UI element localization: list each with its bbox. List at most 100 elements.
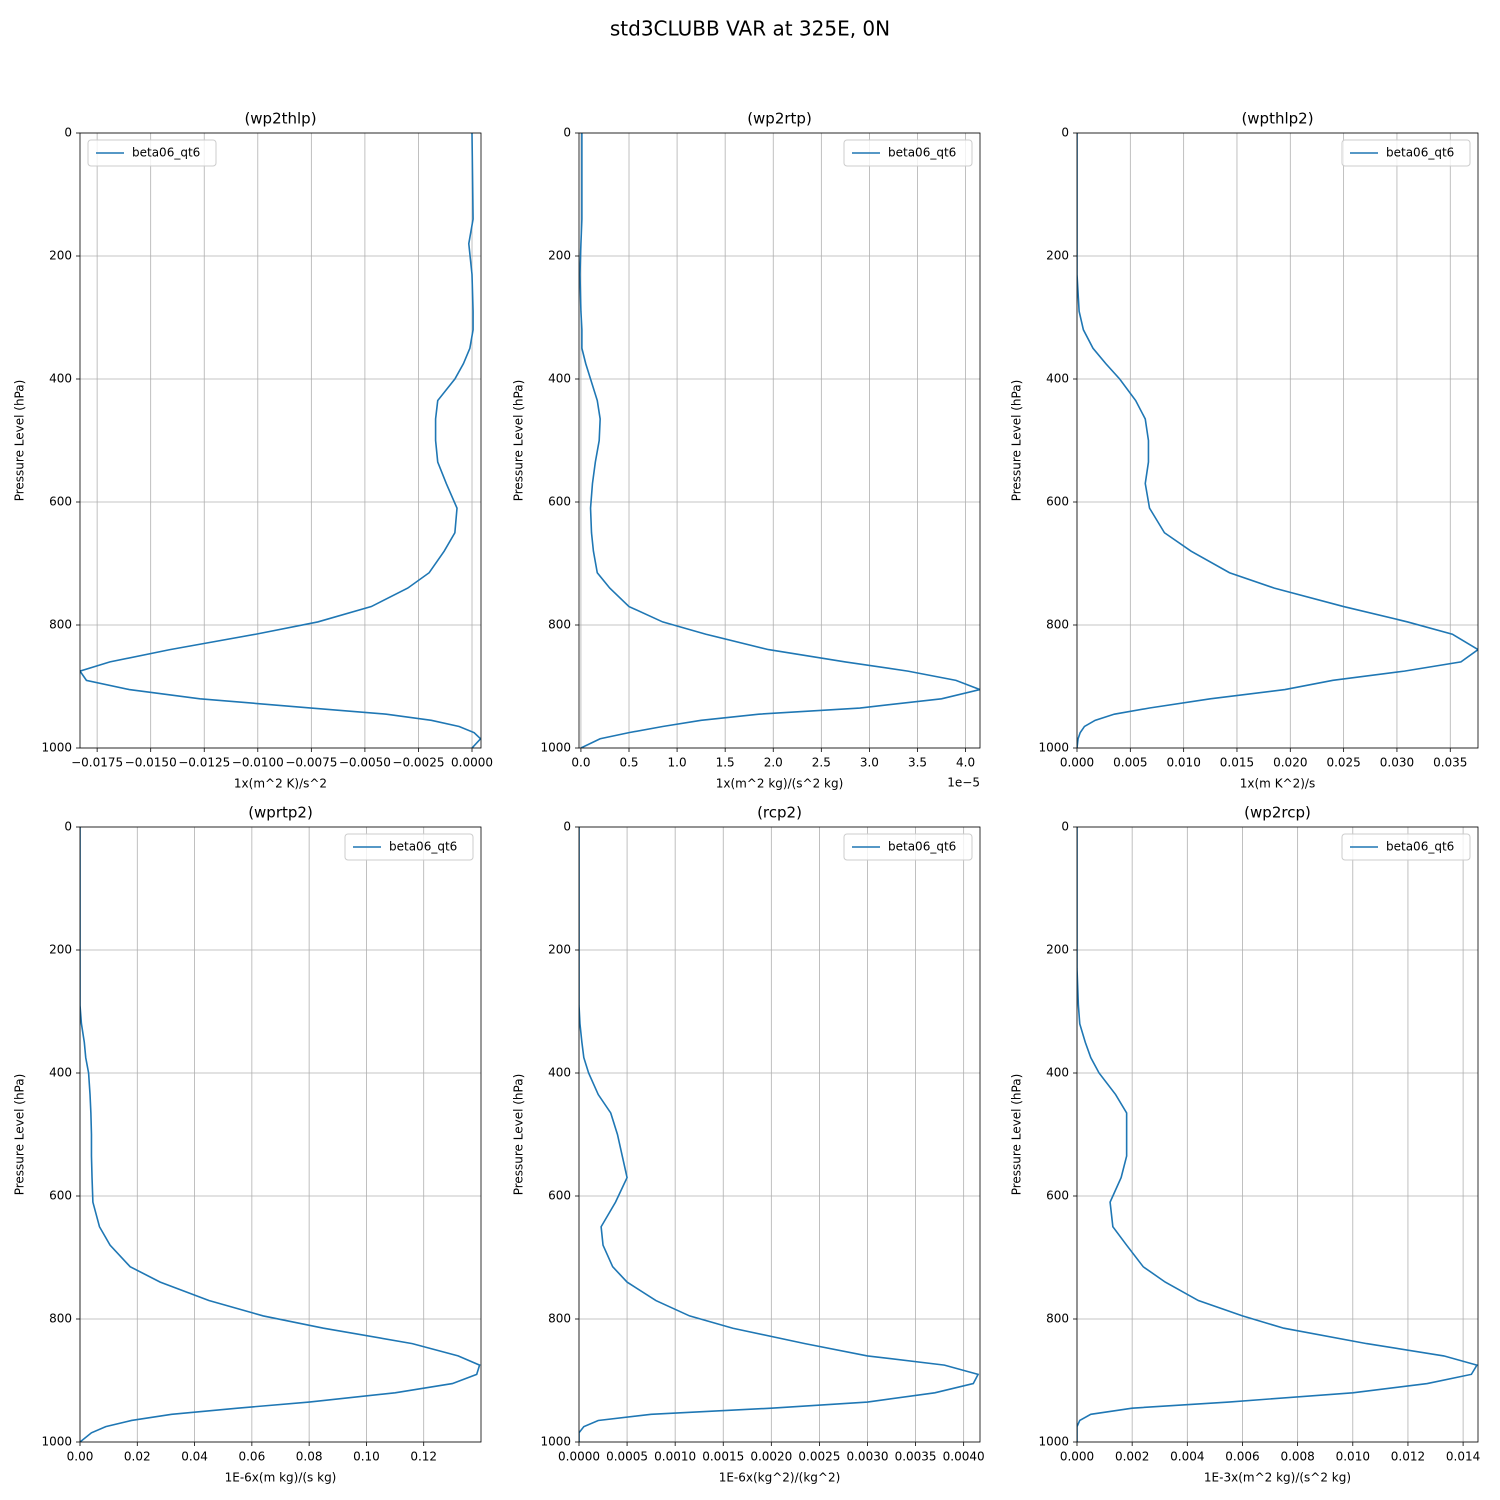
x-tick-label: −0.0125 — [178, 756, 230, 770]
subplot-title: (wp2rcp) — [1244, 804, 1311, 822]
y-tick-label: 0 — [563, 126, 571, 140]
legend-box — [843, 833, 973, 861]
data-line — [1077, 133, 1478, 748]
y-tick-label: 600 — [548, 1189, 571, 1203]
y-tick-label: 600 — [49, 495, 72, 509]
x-tick-label: 2.0 — [764, 756, 783, 770]
y-tick-label: 1000 — [41, 741, 72, 755]
x-tick-label: 0.12 — [410, 1450, 437, 1464]
subplot-title: (rcp2) — [757, 804, 802, 822]
plot-area — [80, 133, 481, 748]
x-tick-label: 0.005 — [1113, 756, 1147, 770]
x-tick-label: 0.0005 — [606, 1450, 648, 1464]
x-tick-label: 0.012 — [1391, 1450, 1425, 1464]
y-tick-label: 200 — [1046, 943, 1069, 957]
x-tick-label: 0.0040 — [943, 1450, 985, 1464]
y-tick-label: 600 — [49, 1189, 72, 1203]
x-tick-label: −0.0150 — [125, 756, 177, 770]
y-tick-label: 600 — [1046, 495, 1069, 509]
y-axis-label: Pressure Level (hPa) — [13, 1074, 27, 1196]
y-tick-label: 1000 — [1038, 1435, 1069, 1449]
x-tick-label: 0.025 — [1326, 756, 1360, 770]
subplot-title: (wprtp2) — [248, 804, 313, 822]
y-tick-label: 1000 — [540, 1435, 571, 1449]
y-tick-label: 200 — [49, 249, 72, 263]
legend-label: beta06_qt6 — [389, 840, 457, 854]
axes-frame — [79, 826, 482, 1443]
y-tick-label: 800 — [548, 1312, 571, 1326]
legend-box — [1341, 833, 1471, 861]
x-tick-label: −0.0025 — [392, 756, 444, 770]
axes-frame — [578, 826, 981, 1443]
x-tick-label: 0.002 — [1115, 1450, 1149, 1464]
y-tick-label: 200 — [49, 943, 72, 957]
y-tick-label: 400 — [1046, 1066, 1069, 1080]
x-tick-label: 0.08 — [296, 1450, 323, 1464]
x-tick-label: −0.0075 — [285, 756, 337, 770]
x-tick-label: 0.10 — [353, 1450, 380, 1464]
y-tick-label: 400 — [548, 1066, 571, 1080]
axes-frame — [1076, 826, 1479, 1443]
x-axis-label: 1x(m^2 K)/s^2 — [234, 777, 327, 791]
legend-label: beta06_qt6 — [132, 146, 200, 160]
legend-box — [843, 139, 973, 167]
x-tick-label: 0.0000 — [558, 1450, 600, 1464]
subplot-title: (wp2thlp) — [244, 110, 316, 128]
x-tick-label: 0.006 — [1225, 1450, 1259, 1464]
x-tick-label: 0.008 — [1280, 1450, 1314, 1464]
x-tick-label: 0.030 — [1380, 756, 1414, 770]
y-tick-label: 0 — [1061, 820, 1069, 834]
x-tick-label: 4.0 — [956, 756, 975, 770]
legend-box — [1341, 139, 1471, 167]
y-tick-label: 800 — [1046, 1312, 1069, 1326]
y-tick-label: 200 — [548, 249, 571, 263]
x-tick-label: 1.0 — [668, 756, 687, 770]
y-tick-label: 800 — [49, 1312, 72, 1326]
y-tick-label: 0 — [64, 126, 72, 140]
x-tick-label: 0.010 — [1166, 756, 1200, 770]
y-tick-label: 1000 — [540, 741, 571, 755]
y-axis-label: Pressure Level (hPa) — [13, 380, 27, 502]
x-tick-label: 0.004 — [1170, 1450, 1204, 1464]
axes-frame — [1076, 132, 1479, 749]
x-tick-label: 0.000 — [1060, 1450, 1094, 1464]
y-axis-label: Pressure Level (hPa) — [512, 1074, 526, 1196]
x-tick-label: −0.0050 — [339, 756, 391, 770]
y-tick-label: 400 — [1046, 372, 1069, 386]
x-axis-label: 1x(m^2 kg)/(s^2 kg) — [716, 777, 844, 791]
x-tick-label: −0.0100 — [232, 756, 284, 770]
subplot-title: (wp2rtp) — [747, 110, 812, 128]
data-line — [579, 827, 980, 1442]
x-tick-label: 0.0025 — [798, 1450, 840, 1464]
axes-frame — [578, 132, 981, 749]
x-tick-label: −0.0175 — [71, 756, 123, 770]
legend-label: beta06_qt6 — [1386, 146, 1454, 160]
legend-label: beta06_qt6 — [1386, 840, 1454, 854]
y-tick-label: 400 — [49, 372, 72, 386]
x-tick-label: 0.0010 — [654, 1450, 696, 1464]
x-axis-label: 1E-6x(kg^2)/(kg^2) — [719, 1471, 841, 1485]
y-tick-label: 800 — [1046, 618, 1069, 632]
y-tick-label: 200 — [548, 943, 571, 957]
legend-box — [344, 833, 474, 861]
x-tick-label: 0.035 — [1433, 756, 1467, 770]
plot-area — [80, 827, 481, 1442]
x-tick-label: 0.000 — [1060, 756, 1094, 770]
plot-area — [1077, 827, 1478, 1442]
y-tick-label: 0 — [64, 820, 72, 834]
y-tick-label: 200 — [1046, 249, 1069, 263]
x-axis-label: 1E-6x(m kg)/(s kg) — [225, 1471, 337, 1485]
x-tick-label: 0.02 — [124, 1450, 151, 1464]
y-tick-label: 800 — [49, 618, 72, 632]
x-tick-label: 0.0015 — [702, 1450, 744, 1464]
x-tick-label: 2.5 — [812, 756, 831, 770]
plot-area — [1077, 133, 1478, 748]
x-tick-label: 0.014 — [1446, 1450, 1480, 1464]
subplot-title: (wpthlp2) — [1241, 110, 1313, 128]
data-line — [80, 133, 481, 748]
x-axis-label: 1E-3x(m^2 kg)/(s^2 kg) — [1204, 1471, 1351, 1485]
data-line — [579, 133, 980, 748]
plot-area — [579, 827, 980, 1442]
